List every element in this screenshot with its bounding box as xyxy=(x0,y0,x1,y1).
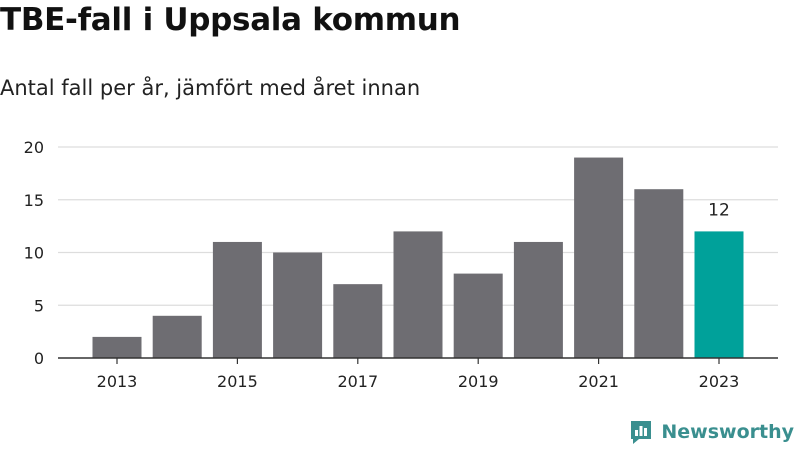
y-tick-label: 15 xyxy=(24,191,44,210)
labels: 0 5 10 15 20 2013 2015 2017 2019 2021 2023 12 xyxy=(24,138,740,391)
y-tick-label: 5 xyxy=(34,296,44,315)
x-tick-label: 2015 xyxy=(217,372,258,391)
bar-2022 xyxy=(634,189,684,358)
bars xyxy=(92,157,744,358)
bar-2016 xyxy=(273,252,323,358)
y-tick-label: 0 xyxy=(34,349,44,368)
bar-2021 xyxy=(574,157,624,358)
x-tick-label: 2019 xyxy=(458,372,499,391)
y-tick-label: 10 xyxy=(24,244,44,263)
brand-name: Newsworthy xyxy=(661,421,794,443)
bar-2014 xyxy=(152,315,202,358)
bar-2019 xyxy=(453,273,503,358)
newsworthy-logo-icon xyxy=(631,421,652,444)
data-label: 12 xyxy=(708,200,730,220)
axes xyxy=(58,357,778,364)
x-tick-label: 2021 xyxy=(578,372,619,391)
bar-2020 xyxy=(513,241,563,358)
chart-subtitle: Antal fall per år, jämfört med året inna… xyxy=(0,76,421,100)
chart-title: TBE-fall i Uppsala kommun xyxy=(0,2,461,38)
bar-2015 xyxy=(212,241,262,358)
y-tick-label: 20 xyxy=(24,138,44,157)
brand-logo: Newsworthy xyxy=(629,419,794,445)
x-tick-label: 2017 xyxy=(337,372,378,391)
x-tick-label: 2023 xyxy=(699,372,740,391)
bar-2013 xyxy=(92,336,142,358)
bar-2018 xyxy=(393,231,443,358)
bar-2023 xyxy=(694,231,744,358)
bar-2017 xyxy=(333,284,383,358)
x-tick-label: 2013 xyxy=(97,372,138,391)
